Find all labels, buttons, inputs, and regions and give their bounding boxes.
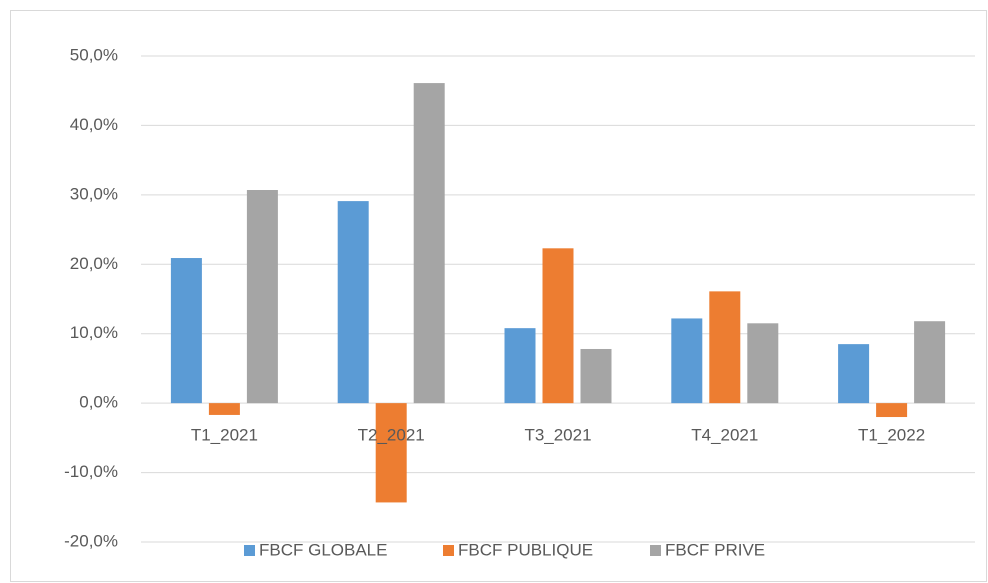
bar — [838, 344, 870, 404]
y-tick-label: 10,0% — [70, 323, 118, 342]
x-tick-label: T1_2022 — [858, 426, 925, 445]
bar — [337, 201, 369, 404]
y-tick-label: 50,0% — [70, 45, 118, 64]
x-tick-label: T3_2021 — [524, 426, 591, 445]
legend-swatch — [650, 545, 661, 556]
legend-label: FBCF PRIVE — [665, 540, 765, 559]
bar — [246, 189, 278, 404]
bar — [747, 323, 779, 404]
bar — [542, 248, 574, 404]
y-tick-label: 20,0% — [70, 254, 118, 273]
bar — [709, 291, 741, 404]
y-tick-label: 40,0% — [70, 115, 118, 134]
bar — [914, 321, 946, 404]
bar — [170, 258, 202, 404]
x-tick-label: T1_2021 — [191, 426, 258, 445]
bar — [413, 83, 445, 404]
legend-swatch — [443, 545, 454, 556]
y-tick-label: 0,0% — [79, 393, 118, 412]
chart-border — [10, 10, 987, 582]
x-tick-label: T2_2021 — [358, 426, 425, 445]
legend-swatch — [244, 545, 255, 556]
y-tick-label: -10,0% — [64, 462, 118, 481]
legend-label: FBCF GLOBALE — [259, 540, 387, 559]
bar — [504, 328, 536, 404]
x-tick-label: T4_2021 — [691, 426, 758, 445]
y-tick-label: -20,0% — [64, 531, 118, 550]
bar — [671, 318, 703, 404]
bar — [208, 403, 240, 415]
bar — [876, 403, 908, 418]
y-tick-label: 30,0% — [70, 184, 118, 203]
legend-label: FBCF PUBLIQUE — [458, 540, 593, 559]
bar — [580, 348, 612, 404]
bar — [375, 403, 407, 503]
